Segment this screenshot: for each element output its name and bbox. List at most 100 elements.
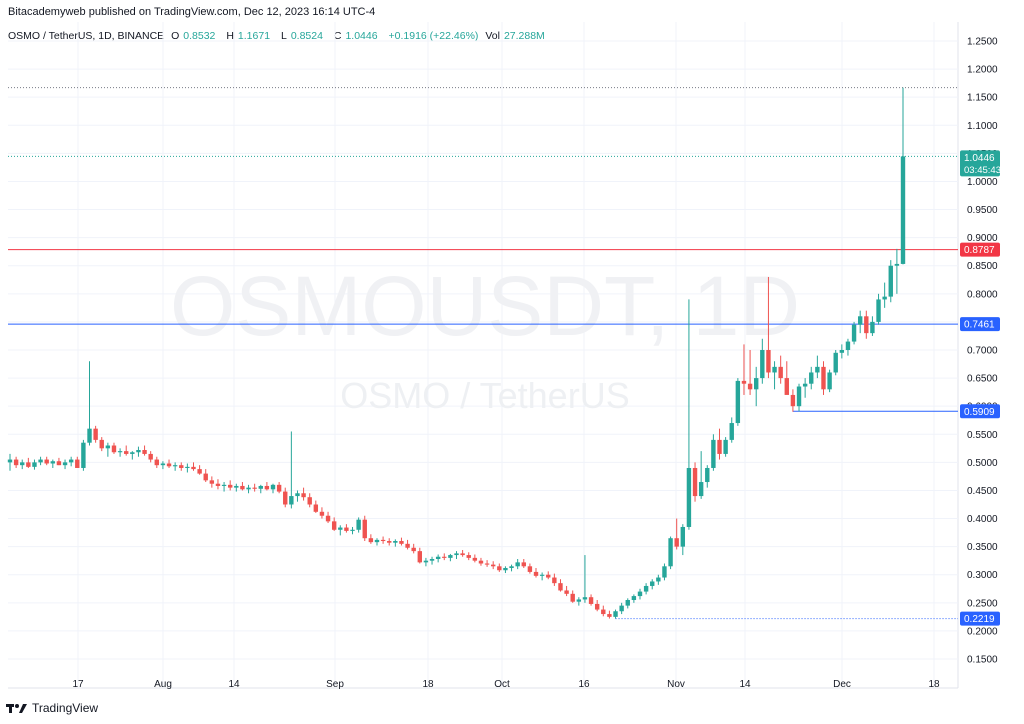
horizontal-lines: [8, 87, 958, 620]
candle-body: [295, 493, 300, 497]
volume-label: Vol: [485, 30, 500, 42]
candle-body: [325, 515, 331, 522]
candle-body: [62, 462, 68, 466]
y-tick-label: 0.2500: [967, 598, 998, 609]
x-tick-label: 17: [72, 679, 84, 690]
candle-body: [32, 462, 37, 467]
candles: [7, 87, 906, 619]
candle-body: [821, 366, 826, 390]
y-tick-label: 1.1000: [967, 121, 998, 132]
candle-body: [515, 562, 520, 567]
high-label: H: [226, 30, 234, 42]
candle-body: [240, 485, 245, 490]
y-tick-label: 0.7000: [967, 346, 998, 357]
candle-body: [478, 560, 484, 564]
x-tick-label: Oct: [494, 679, 510, 690]
candle-body: [711, 439, 716, 468]
candle-body: [857, 316, 863, 325]
candle-body: [760, 350, 765, 379]
symbol-name[interactable]: OSMO / TetherUS, 1D, BINANCE: [8, 30, 165, 42]
candle-body: [662, 566, 667, 578]
x-tick-label: Aug: [154, 679, 172, 690]
open-label: O: [171, 30, 180, 42]
candle-body: [497, 566, 502, 571]
y-tick-label: 1.0000: [967, 177, 998, 188]
candle-body: [350, 529, 355, 531]
candle-body: [864, 316, 869, 334]
candle-body: [136, 450, 141, 453]
change-value: +0.1916 (+22.46%): [388, 30, 479, 42]
candle-body: [111, 445, 117, 453]
footer-brand: TradingView: [32, 701, 99, 715]
y-tick-label: 1.1500: [967, 93, 998, 104]
candle-body: [827, 372, 832, 390]
candle-body: [839, 350, 845, 353]
candle-body: [234, 485, 239, 488]
price-label-box: [960, 242, 1000, 257]
price-label-value: 0.2219: [964, 614, 995, 625]
candle-body: [815, 366, 820, 373]
candle-body: [778, 366, 783, 379]
candle-body: [142, 450, 147, 454]
candle-body: [448, 555, 453, 558]
candle-body: [582, 597, 588, 600]
candle-body: [729, 423, 734, 440]
candle-body: [503, 567, 508, 571]
candle-body: [546, 574, 551, 578]
ohlc-low: L 0.8524: [281, 30, 327, 42]
candle-body: [564, 590, 569, 594]
candle-body: [809, 372, 814, 384]
watermark-title: OSMOUSDT, 1D: [170, 259, 800, 353]
grid: [8, 22, 959, 689]
symbol-legend: OSMO / TetherUS, 1D, BINANCE O 0.8532 H 1.…: [8, 30, 553, 42]
candle-body: [270, 484, 276, 490]
candle-body: [160, 463, 166, 466]
candle-body: [509, 566, 514, 568]
candle-body: [888, 265, 893, 297]
candle-body: [258, 485, 263, 489]
candle-body: [784, 378, 789, 395]
x-tick-label: 18: [422, 679, 434, 690]
candle-body: [472, 557, 478, 561]
candle-body: [570, 593, 575, 602]
y-tick-label: 1.2000: [967, 65, 998, 76]
y-tick-label: 1.2500: [967, 37, 998, 48]
price-chart[interactable]: OSMOUSDT, 1D OSMO / TetherUS 1.2500 1.200…: [0, 0, 1024, 700]
candle-body: [454, 553, 459, 556]
candle-body: [172, 465, 178, 467]
candle-body: [252, 487, 257, 489]
y-tick-label: 0.8500: [967, 261, 998, 272]
candle-body: [552, 577, 557, 584]
candle-body: [460, 553, 465, 556]
candle-body: [87, 428, 92, 443]
candle-body: [576, 599, 582, 602]
candle-body: [735, 380, 741, 424]
close-value: 1.0446: [345, 30, 378, 42]
low-label: L: [280, 30, 287, 42]
candle-body: [429, 558, 435, 561]
candle-body: [148, 453, 153, 460]
candle-body: [833, 352, 838, 373]
candle-body: [50, 461, 56, 464]
candle-body: [490, 564, 496, 567]
y-tick-label: 0.9500: [967, 205, 998, 216]
candle-body: [246, 487, 251, 490]
candle-body: [588, 597, 594, 604]
candle-body: [117, 451, 123, 453]
candle-body: [99, 439, 104, 449]
x-tick-label: Sep: [326, 679, 344, 690]
candle-body: [442, 556, 447, 558]
candle-body: [356, 519, 361, 530]
candle-body: [344, 527, 349, 531]
candle-body: [368, 538, 374, 543]
candle-body: [26, 462, 31, 467]
x-tick-label: Dec: [833, 679, 851, 690]
high-value: 1.1671: [237, 30, 271, 42]
candle-body: [527, 566, 533, 572]
candle-body: [423, 560, 429, 563]
candle-body: [870, 321, 875, 334]
candle-body: [882, 296, 887, 300]
candle-body: [301, 493, 306, 498]
y-tick-label: 0.9000: [967, 233, 998, 244]
